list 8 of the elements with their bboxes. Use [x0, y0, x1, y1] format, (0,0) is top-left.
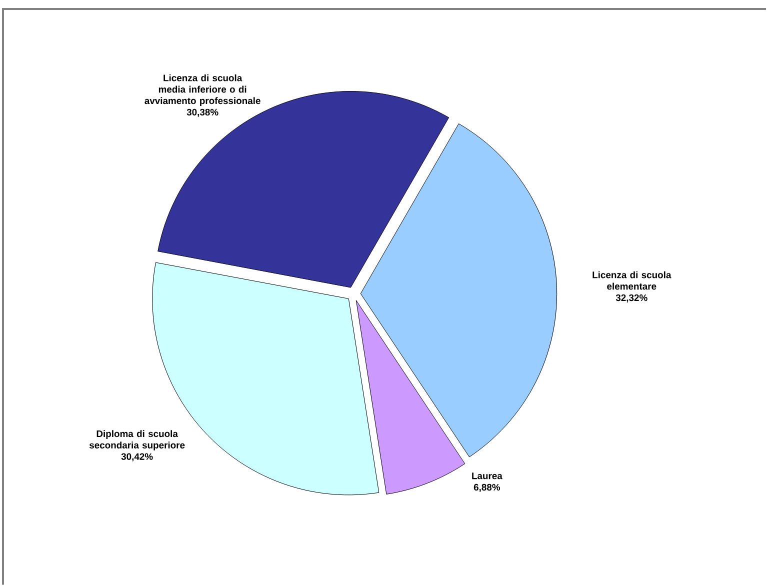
- data-label: 30,42%: [121, 453, 153, 462]
- data-label: 30,38%: [186, 108, 218, 118]
- slice-label: Licenza di scuola media inferiore o di avviamento professionale: [144, 74, 260, 106]
- data-label: 6,88%: [474, 484, 500, 492]
- data-label: 32,32%: [616, 294, 648, 303]
- slice-label: Licenza di scuola elementare: [592, 271, 672, 290]
- slice-label: Diploma di scuola secondaria superiore: [89, 430, 185, 451]
- slice-label: Laurea: [472, 472, 502, 480]
